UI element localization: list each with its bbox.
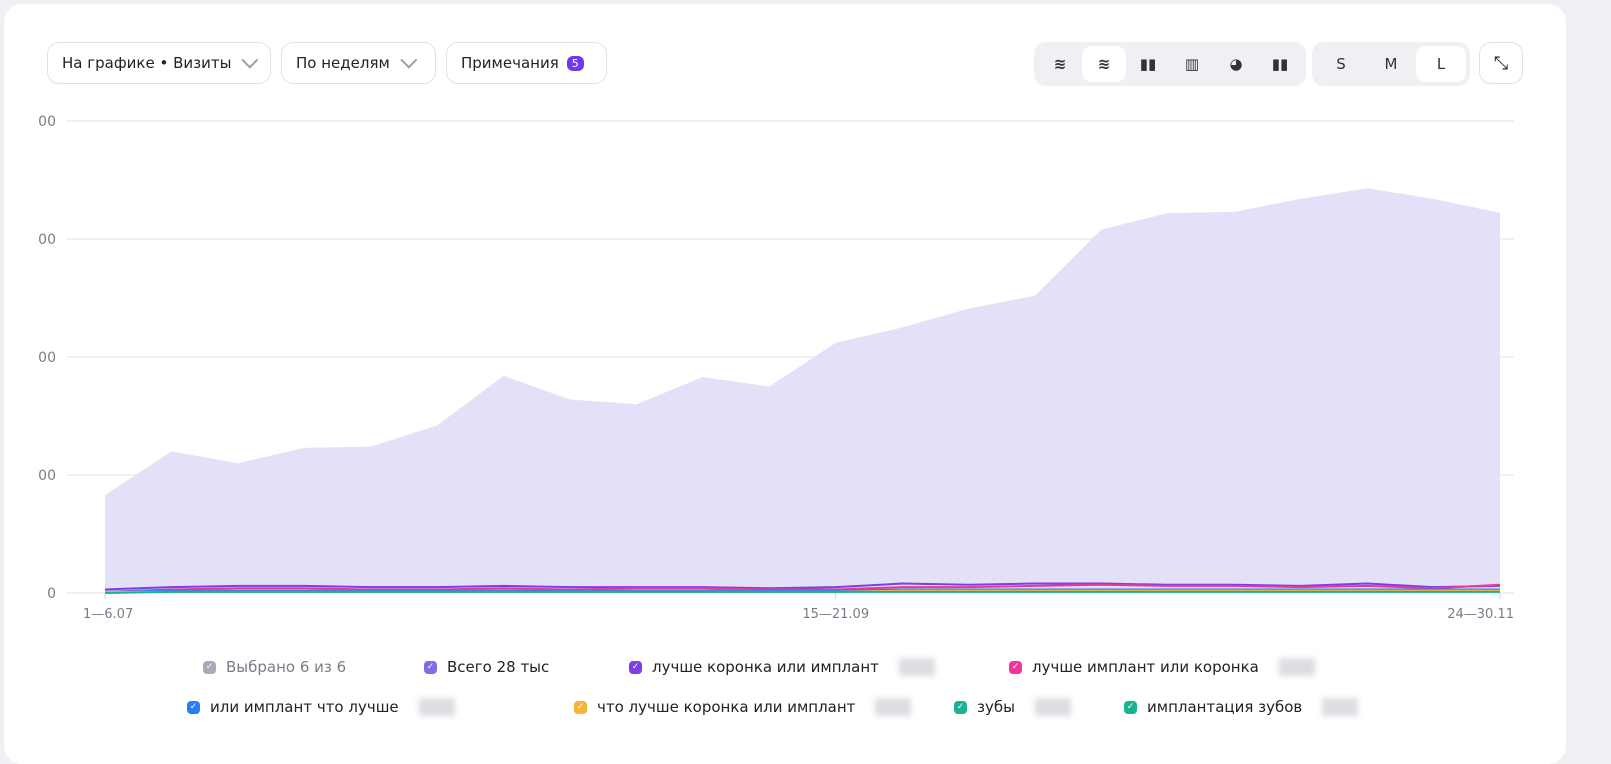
legend-item[interactable]: ✓ что лучше коронка или имплант (574, 698, 912, 716)
notes-count-badge: 5 (566, 55, 584, 71)
legend-label: Выбрано 6 из 6 (226, 658, 347, 676)
series-line (104, 590, 1500, 594)
y-tick-label: 00 (38, 114, 56, 130)
legend-label: лучше коронка или имплант (652, 658, 879, 676)
legend-label: Всего 28 тыс (447, 658, 550, 676)
area-line-icon[interactable]: ≋ (1053, 55, 1067, 73)
checkbox-icon[interactable]: ✓ (187, 700, 200, 714)
area-total (105, 188, 1500, 593)
legend-item[interactable]: ✓ Выбрано 6 из 6 (203, 658, 346, 676)
checkbox-icon[interactable]: ✓ (574, 700, 587, 714)
series-line (104, 583, 1501, 593)
period-select[interactable]: По неделям (281, 42, 436, 84)
y-tick-label: 00 (38, 232, 56, 248)
legend-label: или имплант что лучше (210, 698, 399, 716)
period-select-label: По неделям (296, 54, 390, 72)
hidden-value (1322, 698, 1359, 716)
metric-select[interactable]: На графике • Визиты (47, 42, 271, 84)
collapse-icon[interactable]: ⤡ (1479, 42, 1523, 84)
notes-label: Примечания (461, 54, 559, 72)
legend-label: зубы (977, 698, 1015, 716)
hidden-value (875, 698, 912, 716)
checkbox-icon[interactable]: ✓ (629, 660, 642, 674)
metric-select-label: На графике • Визиты (62, 54, 232, 72)
hidden-value (1034, 698, 1071, 716)
legend-item[interactable]: ✓ зубы (954, 698, 1071, 716)
column-icon[interactable]: ▮▮ (1271, 55, 1289, 73)
checkbox-icon[interactable]: ✓ (1009, 660, 1022, 674)
legend-label: что лучше коронка или имплант (597, 698, 856, 716)
pie-icon[interactable]: ◕ (1229, 55, 1243, 73)
chart-type-group: ≋ ≋ ▮▮ ▥ ◕ ▮▮ (1034, 42, 1306, 86)
y-tick-label: 00 (38, 350, 56, 366)
checkbox-icon[interactable]: ✓ (203, 660, 216, 674)
hidden-value (1278, 658, 1315, 676)
hidden-value (418, 698, 455, 716)
size-s[interactable]: S (1336, 55, 1346, 73)
legend-item[interactable]: ✓ лучше имплант или коронка (1009, 658, 1315, 676)
legend-label: лучше имплант или коронка (1032, 658, 1259, 676)
x-tick-label: 24—30.11 (1447, 607, 1514, 622)
y-tick-label: 0 (47, 586, 56, 602)
series-line (104, 582, 1501, 591)
legend-item[interactable]: ✓ лучше коронка или имплант (629, 658, 935, 676)
legend-label: имплантация зубов (1147, 698, 1303, 716)
size-m[interactable]: M (1384, 55, 1398, 73)
y-tick-label: 00 (38, 468, 56, 484)
size-group: S M L (1312, 42, 1470, 86)
legend-item[interactable]: ✓ или имплант что лучше (187, 698, 455, 716)
checkbox-icon[interactable]: ✓ (1124, 700, 1137, 714)
bar-icon[interactable]: ▮▮ (1139, 55, 1157, 73)
legend-item[interactable]: ✓ имплантация зубов (1124, 698, 1359, 716)
x-tick-label: 1—6.07 (83, 607, 133, 622)
hidden-value (898, 658, 935, 676)
chart-card: На графике • Визиты По неделям Примечани… (4, 4, 1566, 764)
size-l[interactable]: L (1416, 46, 1466, 82)
checkbox-icon[interactable]: ✓ (954, 700, 967, 714)
notes-button[interactable]: Примечания 5 (446, 42, 607, 84)
legend-item[interactable]: ✓ Всего 28 тыс (424, 658, 549, 676)
x-tick-label: 15—21.09 (802, 607, 869, 622)
stacked-bar-icon[interactable]: ▥ (1184, 55, 1200, 73)
stacked-area-icon[interactable]: ≋ (1082, 46, 1126, 82)
checkbox-icon[interactable]: ✓ (424, 660, 437, 674)
series-line (104, 588, 1500, 593)
